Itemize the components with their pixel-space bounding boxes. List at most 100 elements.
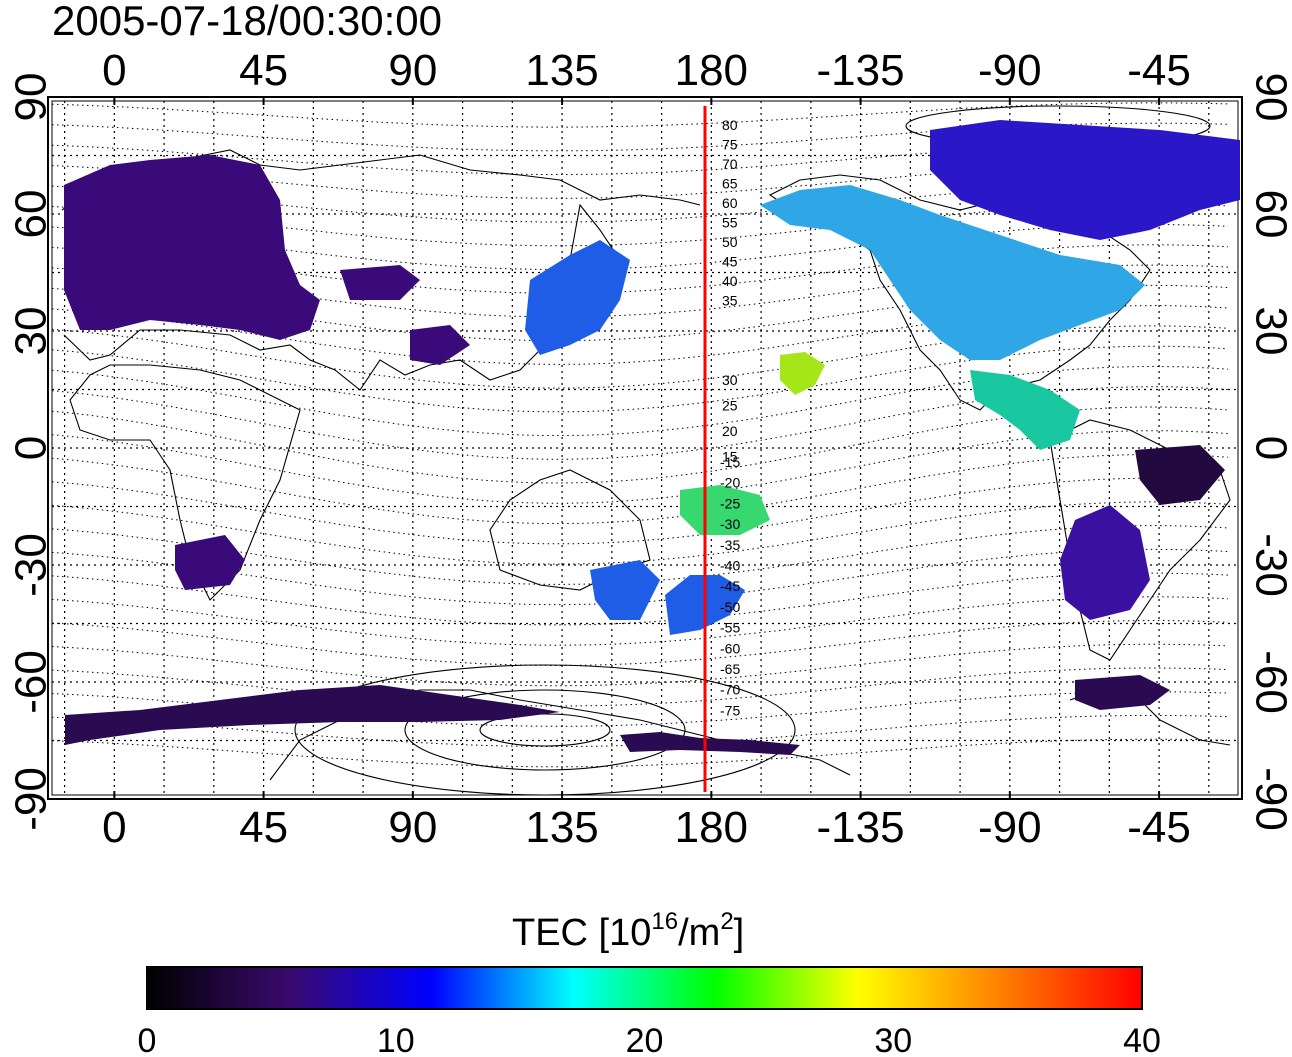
bottom-lon-tick-label: 0 <box>102 803 126 852</box>
top-lon-tick-label: 135 <box>525 46 598 95</box>
left-lat-tick-label: 60 <box>7 190 56 239</box>
colorbar-tick-label: 40 <box>1123 1022 1161 1057</box>
contour-label: -40 <box>720 558 740 574</box>
left-lat-tick-label: 90 <box>7 73 56 122</box>
tec-patch-europe <box>64 155 320 340</box>
contour-label: -60 <box>720 640 740 656</box>
right-lat-tick-label: 90 <box>1246 73 1292 122</box>
right-latitude-ticks: 90 60 30 0 -30 -60 -90 <box>1246 73 1292 831</box>
contour-labels-north: 80 75 70 65 60 55 50 45 40 35 30 25 20 15 <box>722 117 738 465</box>
contour-label: 75 <box>722 137 738 153</box>
left-lat-tick-label: -90 <box>7 767 56 831</box>
tec-patch-north-america <box>760 185 1145 360</box>
colorbar-tick-label: 0 <box>138 1022 157 1057</box>
contour-label: -75 <box>720 702 740 718</box>
top-lon-tick-label: -135 <box>817 46 905 95</box>
contour-label: -20 <box>720 475 740 491</box>
tec-data-patches <box>64 120 1240 755</box>
top-lon-tick-label: 180 <box>675 46 748 95</box>
tec-patch-ross-sea <box>620 732 800 755</box>
colorbar-label: TEC [1016/m2] <box>512 908 744 954</box>
tec-patch-southwest-pacific <box>680 485 770 535</box>
bottom-lon-tick-label: -90 <box>978 803 1042 852</box>
contour-label: 70 <box>722 156 738 172</box>
right-lat-tick-label: 30 <box>1246 307 1292 356</box>
contour-labels-south: -15 -20 -25 -30 -35 -40 -45 -50 -55 -60 -65 -70 -75 <box>720 454 740 718</box>
tec-patch-south-america <box>1060 505 1150 620</box>
contour-label: 45 <box>722 254 738 270</box>
contour-label: -65 <box>720 661 740 677</box>
contour-label: -30 <box>720 516 740 532</box>
right-lat-tick-label: 0 <box>1246 436 1292 460</box>
top-lon-tick-label: 90 <box>388 46 437 95</box>
contour-label: 30 <box>722 372 738 388</box>
contour-label: -15 <box>720 454 740 470</box>
contour-label: 15 <box>722 449 738 465</box>
left-lat-tick-label: -30 <box>7 533 56 597</box>
bottom-lon-tick-label: 90 <box>388 803 437 852</box>
contour-line <box>51 223 1229 271</box>
tec-patch-canada <box>930 120 1240 240</box>
tec-patch-antarctic <box>65 685 560 745</box>
right-lat-tick-label: -60 <box>1246 650 1292 714</box>
left-lat-tick-label: 30 <box>7 307 56 356</box>
colorbar-tick-label: 30 <box>874 1022 912 1057</box>
contour-line <box>51 596 1229 646</box>
contour-label: 80 <box>722 117 738 133</box>
contour-line <box>51 738 1229 768</box>
tec-patch-australia <box>590 560 660 620</box>
bottom-lon-tick-label: 180 <box>675 803 748 852</box>
top-lon-tick-label: -45 <box>1127 46 1191 95</box>
contour-line <box>51 143 1229 175</box>
tec-patch-hawaii <box>780 352 825 395</box>
tec-patch-africa <box>175 535 245 590</box>
bottom-longitude-ticks: 0 45 90 135 180 -135 -90 -45 <box>102 791 1191 852</box>
top-lon-tick-label: 45 <box>239 46 288 95</box>
bottom-lon-tick-label: 135 <box>525 803 598 852</box>
tec-patch-antarctic-2 <box>1075 675 1170 710</box>
contour-line <box>51 715 1229 747</box>
contour-line <box>51 572 1229 626</box>
contour-label: -70 <box>720 682 740 698</box>
contour-line <box>51 102 1229 128</box>
tec-patch-asia-2 <box>410 325 470 365</box>
top-longitude-ticks: 0 45 90 135 180 -135 -90 -45 <box>102 46 1191 105</box>
contour-line <box>51 619 1229 667</box>
colorbar-tick-label: 10 <box>377 1022 415 1057</box>
contour-label: -25 <box>720 495 740 511</box>
colorbar-tick-label: 20 <box>626 1022 664 1057</box>
tec-patch-south-atlantic <box>1135 445 1225 505</box>
contour-line <box>51 244 1229 294</box>
right-lat-tick-label: 60 <box>1246 190 1292 239</box>
contour-label: -35 <box>720 537 740 553</box>
top-lon-tick-label: 0 <box>102 46 126 95</box>
tec-patch-asia <box>340 265 420 300</box>
contour-label: 65 <box>722 176 738 192</box>
top-lon-tick-label: -90 <box>978 46 1042 95</box>
contour-label: -45 <box>720 578 740 594</box>
colorbar-ticks: 0 10 20 30 40 <box>138 1022 1161 1057</box>
contour-label: 60 <box>722 195 738 211</box>
contour-line <box>51 122 1229 152</box>
left-lat-tick-label: -60 <box>7 650 56 714</box>
map-title: 2005-07-18/00:30:00 <box>52 0 442 44</box>
left-latitude-ticks: 90 60 30 0 -30 -60 -90 <box>7 73 56 831</box>
contour-label: -50 <box>720 599 740 615</box>
tec-patch-central-america <box>970 370 1080 450</box>
bottom-lon-tick-label: -135 <box>817 803 905 852</box>
bottom-lon-tick-label: 45 <box>239 803 288 852</box>
contour-label: 50 <box>722 234 738 250</box>
contour-label: 35 <box>722 293 738 309</box>
tec-patch-japan <box>525 240 630 355</box>
contour-label: -55 <box>720 620 740 636</box>
contour-label: 20 <box>722 423 738 439</box>
contour-label: 40 <box>722 273 738 289</box>
contour-label: 55 <box>722 215 738 231</box>
right-lat-tick-label: -90 <box>1246 767 1292 831</box>
contour-label: 25 <box>722 398 738 414</box>
right-lat-tick-label: -30 <box>1246 533 1292 597</box>
left-lat-tick-label: 0 <box>7 436 56 460</box>
colorbar <box>146 966 1143 1010</box>
bottom-lon-tick-label: -45 <box>1127 803 1191 852</box>
